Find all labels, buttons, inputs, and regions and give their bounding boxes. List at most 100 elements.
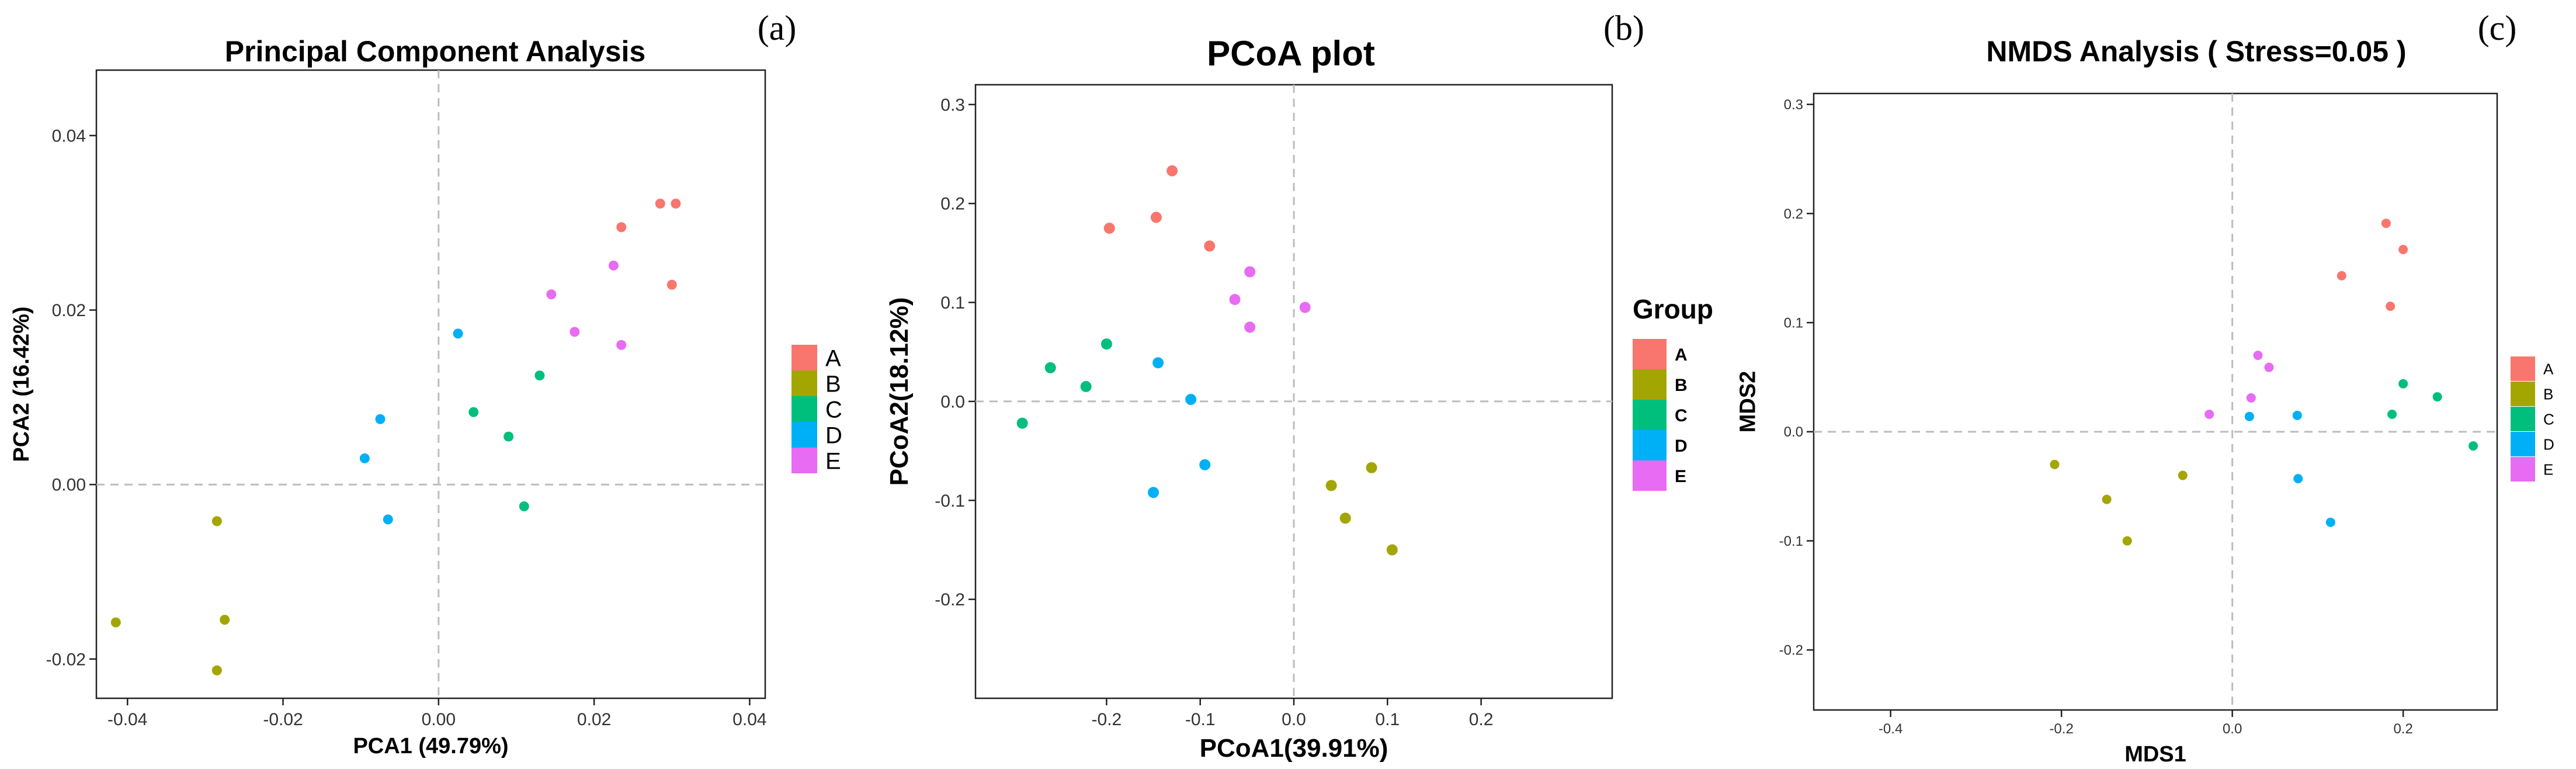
- chart-panel-b: PCoA plot (b) -0.2 -0.1 0.0 0.1 0.2 -0.2 -0.1 0.0…: [885, 9, 1713, 763]
- data-point-a: [2386, 302, 2396, 311]
- y-tick-label: 0.0: [1784, 424, 1803, 440]
- data-point-e: [546, 289, 557, 300]
- data-point-e: [616, 340, 627, 350]
- legend-swatch-e: [1633, 460, 1667, 491]
- data-point-b: [2122, 536, 2132, 546]
- data-point-a: [655, 198, 665, 209]
- data-point-b: [220, 615, 230, 625]
- chart-panel-c: NMDS Analysis ( Stress=0.05 ) (c) -0.4 -0.2…: [1736, 9, 2554, 767]
- legend-label-a: A: [1675, 345, 1688, 365]
- x-tick-label: -0.2: [2049, 721, 2073, 737]
- y-tick-label: -0.1: [935, 491, 965, 511]
- y-tick-label: -0.1: [1779, 534, 1803, 549]
- data-point-b: [1339, 512, 1351, 524]
- data-point-d: [2325, 517, 2335, 527]
- x-tick-label: 0.1: [1375, 710, 1400, 729]
- x-tick-label: 0.02: [577, 710, 611, 729]
- data-point-b: [1386, 544, 1398, 556]
- data-point-c: [1100, 338, 1112, 350]
- y-tick-label: 0.1: [940, 293, 965, 313]
- data-point-a: [1103, 223, 1115, 234]
- data-point-e: [570, 327, 580, 337]
- legend-label-e: E: [825, 448, 841, 474]
- plot-frame: [95, 69, 766, 699]
- data-point-a: [1204, 240, 1216, 252]
- y-tick-label: -0.2: [1779, 643, 1803, 659]
- legend-title: Group: [1633, 294, 1713, 324]
- data-point-a: [1167, 165, 1178, 176]
- legend-label-c: C: [1675, 406, 1688, 425]
- x-tick-label: 0.04: [732, 710, 766, 729]
- y-tick-label: 0.04: [52, 126, 86, 146]
- legend-label-a: A: [2543, 360, 2554, 377]
- legend-label-b: B: [825, 371, 841, 397]
- x-axis-title: PCA1 (49.79%): [353, 734, 508, 758]
- y-tick-label: 0.00: [52, 476, 86, 495]
- legend-label-e: E: [1675, 467, 1686, 486]
- y-axis-title: MDS2: [1736, 371, 1761, 433]
- data-point-a: [2337, 271, 2346, 280]
- data-point-d: [1199, 459, 1211, 470]
- data-point-d: [1152, 357, 1164, 369]
- panel-label: (c): [2478, 9, 2517, 47]
- data-point-e: [2204, 409, 2214, 419]
- y-tick-label: 0.3: [940, 95, 965, 115]
- data-point-c: [2469, 441, 2478, 451]
- data-point-a: [616, 222, 627, 233]
- x-tick-label: -0.1: [1185, 710, 1216, 729]
- legend-label-c: C: [825, 397, 842, 422]
- x-tick-label: -0.4: [1879, 721, 1903, 737]
- data-point-b: [110, 617, 121, 628]
- data-point-b: [1366, 462, 1377, 473]
- data-point-d: [1185, 394, 1197, 406]
- legend-swatch-b: [1633, 369, 1667, 400]
- legend-swatch-c: [1633, 400, 1667, 430]
- data-point-a: [2381, 219, 2391, 228]
- legend-label-b: B: [1675, 376, 1688, 395]
- chart-title: PCoA plot: [1207, 34, 1375, 73]
- data-point-d: [359, 453, 370, 463]
- chart-title: Principal Component Analysis: [225, 35, 646, 68]
- x-tick-label: 0.2: [1469, 710, 1494, 729]
- legend-label-d: D: [825, 422, 842, 448]
- legend-swatch-b: [2511, 382, 2535, 406]
- data-point-c: [1016, 417, 1028, 429]
- data-point-a: [1150, 212, 1162, 223]
- data-point-e: [2253, 351, 2263, 361]
- y-axis-title: PCA2 (16.42%): [9, 306, 34, 462]
- legend-swatch-a: [2511, 356, 2535, 381]
- x-axis-title: PCoA1(39.91%): [1200, 734, 1388, 763]
- data-point-c: [1044, 362, 1056, 373]
- legend-swatch-e: [2511, 457, 2535, 482]
- data-point-c: [519, 501, 529, 512]
- data-point-e: [2246, 393, 2256, 403]
- data-point-a: [671, 198, 681, 209]
- data-point-b: [211, 665, 222, 676]
- x-tick-label: -0.04: [107, 710, 147, 729]
- legend-label-e: E: [2543, 460, 2553, 478]
- legend-swatch-d: [2511, 432, 2535, 456]
- data-point-b: [2178, 470, 2188, 480]
- data-point-c: [1080, 381, 1092, 393]
- data-point-d: [2293, 474, 2303, 484]
- data-point-a: [2398, 245, 2408, 255]
- legend-swatch-c: [791, 396, 817, 422]
- x-axis-title: MDS1: [2124, 742, 2186, 767]
- data-point-a: [666, 279, 677, 290]
- x-tick-label: -0.02: [263, 710, 303, 729]
- data-point-e: [1229, 294, 1241, 305]
- legend-swatch-d: [791, 422, 817, 448]
- data-point-c: [2398, 379, 2408, 389]
- data-point-c: [2432, 392, 2442, 402]
- data-point-d: [1148, 487, 1159, 498]
- data-point-c: [468, 407, 479, 417]
- legend-label-d: D: [2543, 435, 2554, 453]
- data-point-c: [2387, 409, 2397, 419]
- legend-swatch-c: [2511, 407, 2535, 431]
- data-point-e: [1299, 302, 1311, 313]
- data-point-d: [453, 328, 463, 339]
- y-tick-label: -0.2: [935, 590, 965, 609]
- y-tick-label: 0.02: [52, 301, 86, 320]
